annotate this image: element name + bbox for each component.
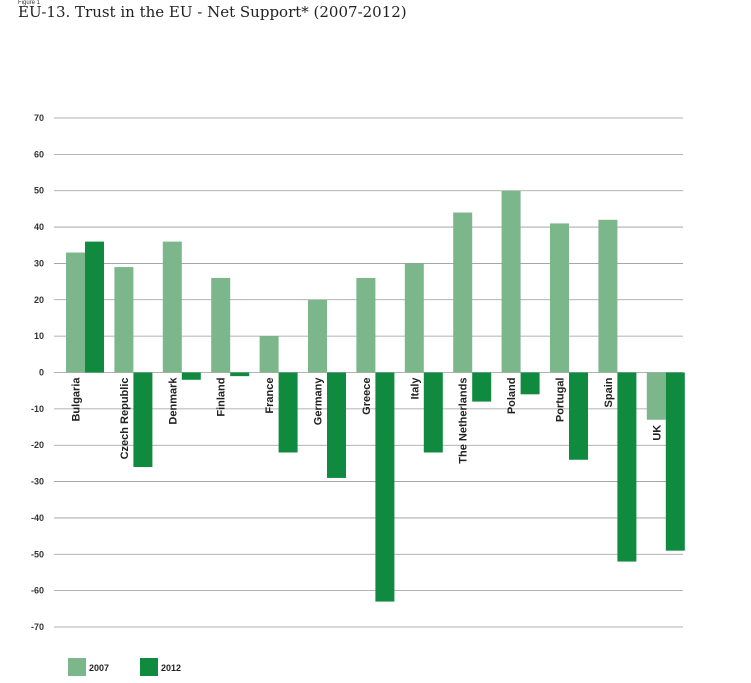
bar-2012-italy — [423, 372, 443, 453]
y-tick-label: -40 — [31, 513, 44, 523]
bar-2007-denmark — [162, 241, 182, 373]
category-label: Poland — [506, 378, 518, 415]
category-label: UK — [651, 425, 663, 441]
bar-2007-italy — [404, 263, 424, 373]
bar-2007-finland — [211, 277, 231, 373]
bar-2012-poland — [520, 372, 540, 395]
bar-2007-france — [259, 336, 279, 373]
bar-2012-the-netherlands — [472, 372, 492, 402]
bar-2012-uk — [665, 372, 685, 551]
y-tick-label: -70 — [31, 622, 44, 632]
legend-label-2007: 2007 — [89, 663, 109, 673]
legend-swatch-2012 — [140, 658, 158, 676]
bar-2007-uk — [646, 372, 666, 420]
bar-2007-bulgaria — [66, 252, 85, 373]
category-label: Denmark — [167, 377, 179, 425]
bar-2012-france — [278, 372, 298, 453]
bar-2007-czech-republic — [114, 267, 134, 373]
y-tick-label: 70 — [34, 113, 44, 123]
y-tick-label: 40 — [34, 222, 44, 232]
y-tick-label: 60 — [34, 149, 44, 159]
y-tick-label: -50 — [31, 549, 44, 559]
bar-2012-bulgaria — [85, 241, 104, 373]
category-label: Italy — [409, 377, 421, 400]
bar-2007-spain — [598, 219, 618, 373]
bar-2012-finland — [230, 372, 250, 377]
chart-title: EU-13. Trust in the EU - Net Support* (2… — [18, 3, 407, 21]
bar-2012-czech-republic — [133, 372, 153, 468]
category-label: Portugal — [555, 378, 567, 423]
bar-2007-poland — [501, 190, 521, 373]
category-label: Bulgaria — [71, 377, 83, 422]
y-tick-label: 10 — [34, 331, 44, 341]
category-label: Finland — [216, 378, 228, 417]
category-label: The Netherlands — [458, 378, 470, 464]
y-tick-label: -10 — [31, 404, 44, 414]
bar-2007-the-netherlands — [453, 212, 473, 373]
bar-2007-portugal — [550, 223, 569, 373]
y-tick-label: 30 — [34, 258, 44, 268]
y-tick-label: -20 — [31, 440, 44, 450]
y-tick-label: 50 — [34, 186, 44, 196]
bar-2007-greece — [356, 277, 376, 373]
bar-2012-spain — [617, 372, 637, 562]
legend-label-2012: 2012 — [161, 663, 181, 673]
bar-2012-denmark — [181, 372, 201, 380]
category-label: Czech Republic — [119, 378, 131, 460]
bar-2012-greece — [375, 372, 395, 602]
bar-2007-germany — [308, 299, 327, 373]
category-label: Spain — [603, 377, 615, 407]
bar-2012-germany — [327, 372, 346, 478]
y-tick-label: 20 — [34, 295, 44, 305]
legend-swatch-2007 — [68, 658, 86, 676]
category-label: Germany — [313, 377, 325, 426]
y-tick-label: 0 — [39, 368, 44, 378]
y-tick-label: -30 — [31, 477, 44, 487]
y-tick-label: -60 — [31, 586, 44, 596]
figure-tag: Figure 1 — [18, 0, 41, 6]
category-label: France — [264, 378, 276, 414]
bar-2012-portugal — [569, 372, 588, 460]
category-label: Greece — [361, 378, 373, 415]
